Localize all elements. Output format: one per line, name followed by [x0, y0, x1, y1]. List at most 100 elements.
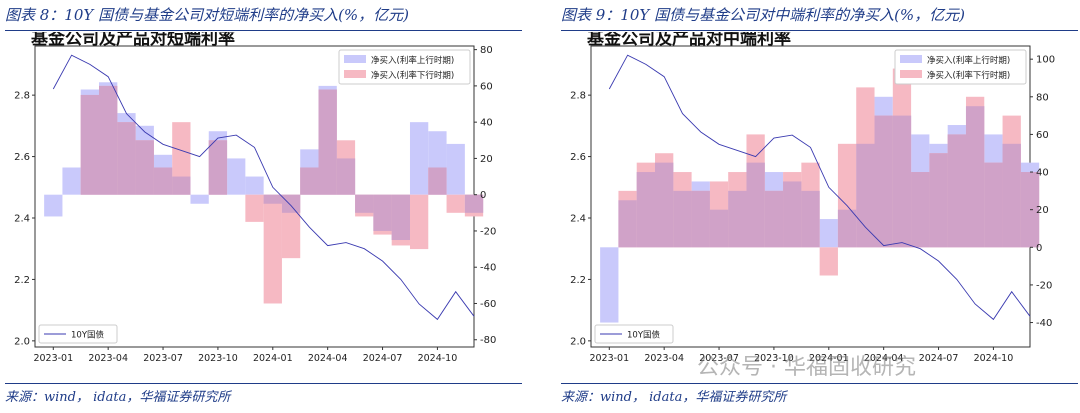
line-10y-treasury	[52, 54, 475, 321]
overlap-area	[464, 194, 484, 213]
overlap-area	[728, 190, 747, 248]
x-tick-label: 2023-04	[88, 353, 128, 364]
x-tick-label: 2023-10	[754, 353, 794, 364]
overlap-area	[655, 162, 674, 248]
x-tick-label: 2023-10	[198, 353, 238, 364]
left-tick-label: 2.6	[570, 152, 586, 163]
net-buy-up-period-area	[190, 194, 209, 204]
net-buy-up-period-area	[62, 167, 81, 195]
x-tick-label: 2024-01	[253, 353, 293, 364]
x-tick-label: 2023-07	[699, 353, 739, 364]
overlap-area	[856, 143, 875, 248]
right-tick-label: -40	[1036, 318, 1052, 329]
legend-box	[38, 324, 118, 344]
legend-box	[594, 324, 674, 344]
overlap-area	[618, 200, 637, 248]
x-tick-label: 2024-01	[809, 353, 849, 364]
left-tick-label: 2.4	[14, 214, 30, 225]
figure-8-bottom-rule	[5, 383, 522, 384]
right-tick-label: 40	[480, 118, 493, 129]
figure-8-source: 来源：wind， idata，华福证券研究所	[5, 390, 231, 405]
legend-box	[894, 49, 1027, 85]
overlap-area	[636, 172, 656, 248]
legend-swatch-down	[344, 70, 366, 78]
overlap-area	[428, 167, 447, 195]
overlap-area	[336, 158, 356, 195]
overlap-area	[391, 194, 410, 241]
right-tick-label: 100	[1036, 55, 1055, 66]
figure-9-panel: 图表 9：10Y 国债与基金公司对中端利率的净买入(%，亿元) 基金公司及产品对…	[561, 0, 1080, 413]
net-buy-up-period-area	[600, 247, 619, 323]
overlap-area	[984, 162, 1003, 248]
right-tick-label: -60	[480, 299, 496, 310]
overlap-area	[673, 190, 692, 248]
overlap-area	[709, 209, 729, 248]
overlap-area	[300, 167, 319, 195]
overlap-area	[99, 85, 118, 195]
right-tick-label: -20	[480, 226, 496, 237]
net-buy-down-period-area	[819, 247, 838, 276]
x-tick-label: 2024-10	[418, 353, 458, 364]
overlap-area	[892, 115, 912, 248]
right-tick-label: 20	[1036, 205, 1049, 216]
overlap-area	[746, 162, 765, 248]
net-buy-down-period-area	[409, 194, 429, 250]
overlap-area	[373, 194, 392, 231]
legend-label-down: 净买入(利率下行时期)	[927, 70, 1010, 81]
left-tick-label: 2.6	[14, 152, 30, 163]
left-tick-label: 2.0	[570, 336, 586, 347]
net-buy-up-period-area	[409, 122, 429, 195]
figure-9-chart: 基金公司及产品对中端利率 2.0 2.2 2.4 2.6 2.8 -40 -20 0 20 40 60…	[570, 32, 1055, 364]
left-tick-label: 2.8	[14, 91, 30, 102]
legend-box	[338, 49, 471, 85]
overlap-area	[947, 134, 966, 248]
net-buy-up-period-area	[446, 143, 465, 195]
left-tick-label: 2.0	[14, 336, 30, 347]
overlap-area	[929, 153, 948, 248]
net-buy-down-period-area	[263, 194, 282, 304]
right-tick-label: 20	[480, 154, 493, 165]
left-tick-label: 2.4	[570, 214, 586, 225]
overlap-area	[281, 194, 301, 213]
overlap-area	[874, 115, 893, 248]
right-tick-label: -20	[1036, 280, 1052, 291]
legend-top-right: 净买入(利率上行时期) 净买入(利率下行时期)	[338, 49, 471, 85]
line-10y-treasury	[608, 54, 1031, 321]
figure-9-source: 来源：wind， idata，华福证券研究所	[561, 390, 787, 405]
right-tick-label: 80	[1036, 92, 1049, 103]
overlap-area	[135, 140, 154, 195]
overlap-area	[837, 209, 857, 248]
net-buy-up-period-area	[819, 219, 838, 248]
legend-bottom-left: 10Y国债	[38, 324, 118, 344]
net-buy-up-period-area	[227, 158, 246, 195]
legend-top-right: 净买入(利率上行时期) 净买入(利率下行时期)	[894, 49, 1027, 85]
figure-9-bottom-rule	[561, 383, 1078, 384]
figure-9-title: 图表 9：10Y 国债与基金公司对中端利率的净买入(%，亿元)	[561, 6, 966, 24]
x-tick-label: 2024-07	[363, 353, 403, 364]
x-tick-label: 2024-04	[864, 353, 904, 364]
overlap-area	[691, 190, 710, 248]
net-buy-up-period-area	[245, 176, 264, 195]
overlap-area	[80, 94, 100, 195]
left-tick-label: 2.8	[570, 91, 586, 102]
overlap-area	[153, 167, 173, 195]
net-buy-down-period-area	[446, 194, 465, 213]
watermark: 公众号 · 华福固收研究	[697, 355, 916, 380]
overlap-area	[172, 176, 191, 195]
legend-label-line: 10Y国债	[71, 330, 105, 341]
right-tick-label: 40	[1036, 168, 1049, 179]
overlap-area	[208, 140, 228, 195]
right-tick-label: -40	[480, 263, 496, 274]
chart-title: 基金公司及产品对短端利率	[30, 32, 235, 49]
x-tick-label: 2024-07	[919, 353, 959, 364]
overlap-area	[1020, 172, 1040, 248]
overlap-area	[965, 106, 985, 248]
x-tick-label: 2023-07	[143, 353, 183, 364]
legend-label-up: 净买入(利率上行时期)	[371, 55, 454, 66]
left-tick-label: 2.2	[14, 275, 30, 286]
right-tick-label: 80	[480, 45, 493, 56]
legend-bottom-left: 10Y国债	[594, 324, 674, 344]
overlap-group	[80, 85, 484, 241]
left-tick-label: 2.2	[570, 275, 586, 286]
right-tick-label: 0	[480, 190, 486, 201]
